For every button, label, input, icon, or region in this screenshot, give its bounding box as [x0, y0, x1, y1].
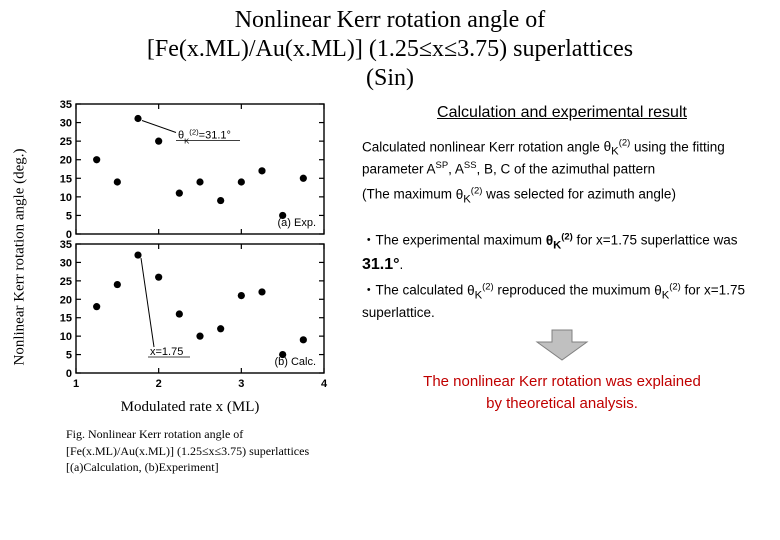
- svg-text:20: 20: [60, 155, 72, 167]
- svg-text:25: 25: [60, 276, 72, 288]
- svg-text:0: 0: [66, 229, 72, 238]
- svg-text:3: 3: [238, 378, 244, 390]
- svg-text:35: 35: [60, 99, 72, 111]
- svg-text:1: 1: [73, 378, 79, 390]
- svg-text:5: 5: [66, 211, 72, 223]
- calc-note: (The maximum θK(2) was selected for azim…: [362, 185, 762, 207]
- section-heading: Calculation and experimental result: [362, 102, 762, 124]
- figure-caption: Fig. Nonlinear Kerr rotation angle of [F…: [0, 426, 360, 475]
- svg-text:10: 10: [60, 332, 72, 344]
- svg-text:4: 4: [321, 378, 328, 390]
- title-line-2: [Fe(x.ML)/Au(x.ML)] (1.25≤x≤3.75) superl…: [40, 35, 740, 64]
- title-line-3: (Sin): [40, 64, 740, 93]
- bullet-calculated: ・The calculated θK(2) reproduced the mux…: [362, 281, 762, 322]
- title-line-1: Nonlinear Kerr rotation angle of: [40, 6, 740, 35]
- svg-text:5: 5: [66, 350, 72, 362]
- bullet-experimental: ・The experimental maximum θK(2) for x=1.…: [362, 231, 762, 275]
- x-axis-label: Modulated rate x (ML): [42, 399, 338, 416]
- svg-text:(a) Exp.: (a) Exp.: [277, 217, 316, 229]
- svg-text:15: 15: [60, 174, 72, 186]
- svg-text:20: 20: [60, 295, 72, 307]
- y-axis-label: Nonlinear Kerr rotation angle (deg.): [12, 149, 29, 366]
- right-text-column: Calculation and experimental result Calc…: [338, 98, 762, 416]
- svg-text:0: 0: [66, 368, 72, 380]
- chart-panel-a: 05101520253035(a) Exp.θK(2)=31.1°: [42, 98, 332, 238]
- svg-text:2: 2: [156, 378, 162, 390]
- down-arrow-icon: [362, 328, 762, 367]
- calc-description: Calculated nonlinear Kerr rotation angle…: [362, 138, 762, 179]
- svg-text:25: 25: [60, 137, 72, 149]
- page-title: Nonlinear Kerr rotation angle of [Fe(x.M…: [0, 0, 780, 98]
- svg-text:10: 10: [60, 192, 72, 204]
- svg-text:x=1.75: x=1.75: [150, 346, 183, 358]
- svg-text:(b) Calc.: (b) Calc.: [274, 356, 316, 368]
- conclusion-text: The nonlinear Kerr rotation was explaine…: [362, 371, 762, 415]
- svg-text:30: 30: [60, 118, 72, 130]
- svg-text:15: 15: [60, 313, 72, 325]
- chart-panel-b: 0 5 10 15 20 25 30 35 1 2 3 4 (b) Calc. x=1.75: [42, 238, 332, 393]
- svg-text:30: 30: [60, 258, 72, 270]
- svg-text:35: 35: [60, 239, 72, 251]
